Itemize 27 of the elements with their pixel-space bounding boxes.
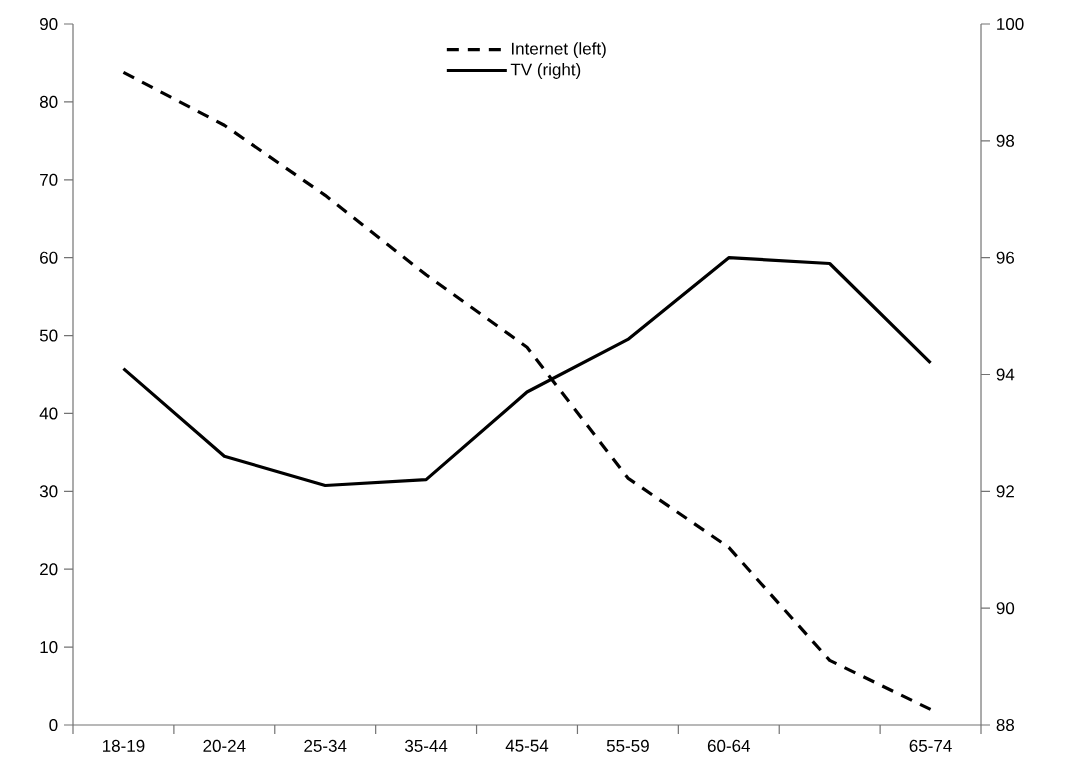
y-tick-label: 90 bbox=[40, 17, 58, 31]
y2-tick-label: 100 bbox=[997, 17, 1024, 31]
x-tick-label: 35-44 bbox=[405, 739, 448, 752]
y-tick-label: 70 bbox=[40, 173, 58, 186]
y-tick-label: 10 bbox=[40, 641, 58, 654]
x-tick-label: 55-59 bbox=[606, 739, 649, 752]
x-tick-label: 65-74 bbox=[909, 739, 952, 752]
y-tick-label: 30 bbox=[39, 485, 58, 498]
legend-label: TV (right) bbox=[510, 63, 581, 79]
y-tick-label: 80 bbox=[39, 95, 58, 108]
y2-tick-label: 96 bbox=[996, 251, 1015, 264]
y-tick-label: 60 bbox=[40, 251, 58, 264]
y2-tick-label: 90 bbox=[996, 602, 1015, 615]
y2-tick-label: 88 bbox=[996, 718, 1015, 732]
y2-tick-label: 98 bbox=[996, 134, 1015, 147]
y-tick-label: 40 bbox=[39, 407, 58, 420]
y2-tick-label: 92 bbox=[996, 485, 1014, 498]
x-tick-label: 45-54 bbox=[505, 739, 549, 752]
x-tick-label: 18-19 bbox=[103, 739, 145, 752]
x-tick-label: 60-64 bbox=[707, 739, 751, 752]
x-tick-label: 20-24 bbox=[203, 739, 246, 752]
legend-label: Internet (left) bbox=[511, 42, 606, 59]
y2-tick-label: 94 bbox=[996, 368, 1015, 381]
y-tick-label: 20 bbox=[40, 563, 58, 576]
y-tick-label: 50 bbox=[39, 329, 58, 342]
x-tick-label: 25-34 bbox=[304, 739, 347, 752]
y-tick-label: 0 bbox=[49, 718, 58, 732]
